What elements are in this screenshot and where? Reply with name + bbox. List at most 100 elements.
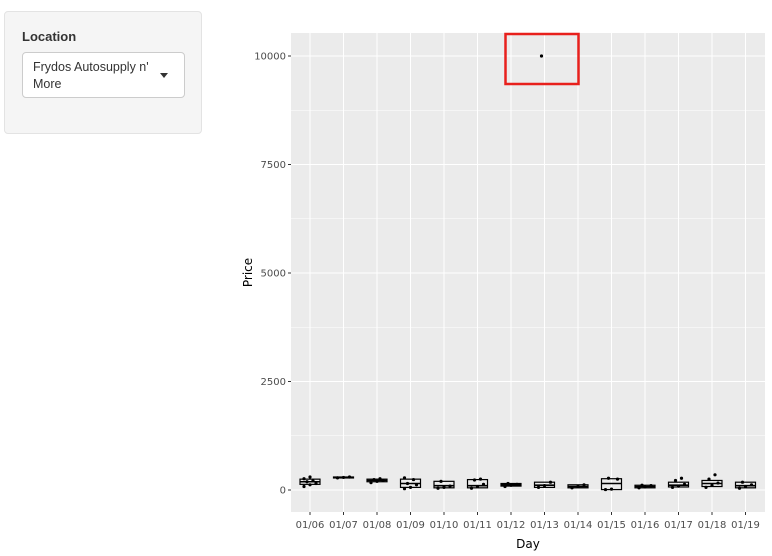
data-point <box>402 487 407 491</box>
data-point <box>411 477 416 482</box>
data-point <box>481 482 486 486</box>
data-point <box>469 486 474 490</box>
x-tick-label: 01/15 <box>597 520 626 531</box>
grid-lines <box>291 33 765 512</box>
data-point <box>372 477 376 482</box>
x-tick-label: 01/13 <box>530 520 559 531</box>
x-tick-label: 01/18 <box>698 520 727 531</box>
data-point <box>640 483 644 487</box>
y-axis: 0 2500 5000 7500 10000 <box>254 52 291 497</box>
data-point <box>405 481 410 486</box>
data-point <box>472 478 477 482</box>
data-point <box>308 475 312 479</box>
data-point <box>576 484 580 489</box>
box-plot-01-09 <box>399 476 422 491</box>
location-select[interactable]: Frydos Autosupply n' More <box>22 52 185 98</box>
x-tick-label: 01/07 <box>329 520 358 531</box>
box-plot-01-17 <box>667 476 690 489</box>
data-point <box>637 486 641 490</box>
box-plot-01-11 <box>466 477 489 490</box>
x-tick-label: 01/19 <box>731 520 760 531</box>
data-point <box>536 485 541 489</box>
data-point <box>375 479 379 483</box>
data-point <box>749 483 754 487</box>
data-point <box>335 476 340 480</box>
x-tick-label: 01/14 <box>564 520 593 531</box>
x-axis-title: Day <box>516 537 540 551</box>
x-axis: 01/06 01/07 01/08 01/09 01/10 01/11 01/12 01/13… <box>296 512 760 531</box>
location-select-value: Frydos Autosupply n' More <box>33 60 149 91</box>
data-point <box>302 484 306 489</box>
data-point <box>402 476 407 480</box>
sidebar-panel: Location Frydos Autosupply n' More <box>4 11 202 134</box>
data-point <box>347 475 352 479</box>
data-point <box>670 485 675 489</box>
data-point <box>381 478 385 483</box>
data-point <box>679 476 684 480</box>
data-point <box>506 481 510 486</box>
data-point <box>704 485 708 489</box>
data-point <box>302 477 306 481</box>
data-point <box>737 486 742 490</box>
box-plot-01-06 <box>299 475 321 489</box>
data-point <box>710 483 714 487</box>
data-point <box>676 484 681 488</box>
box-plot-01-13 <box>533 54 556 489</box>
data-point <box>548 480 553 484</box>
data-point <box>369 481 373 485</box>
data-point <box>442 485 446 489</box>
data-point <box>478 477 483 481</box>
data-point <box>436 486 440 490</box>
data-point <box>570 486 574 490</box>
data-point <box>515 482 519 486</box>
box-plot-01-07 <box>332 475 355 480</box>
x-tick-label: 01/10 <box>430 520 459 531</box>
data-point <box>643 485 647 489</box>
data-point <box>314 481 318 486</box>
y-tick-label: 7500 <box>261 160 286 171</box>
data-point <box>603 487 608 492</box>
y-tick-label: 10000 <box>254 52 286 63</box>
data-point <box>740 480 745 484</box>
box-plot-01-10 <box>433 479 455 490</box>
location-label: Location <box>22 29 77 44</box>
data-point <box>341 475 346 480</box>
x-tick-label: 01/17 <box>664 520 693 531</box>
data-point <box>713 473 717 477</box>
data-point <box>542 484 547 488</box>
data-point <box>609 487 614 491</box>
box-plot-01-08 <box>366 477 388 485</box>
data-point <box>707 477 711 481</box>
highlight-box <box>504 32 580 86</box>
box-plot-01-15 <box>600 476 623 492</box>
data-point <box>716 481 720 485</box>
x-tick-label: 01/09 <box>396 520 425 531</box>
box-plots <box>299 54 757 492</box>
y-tick-label: 0 <box>280 486 286 497</box>
data-point <box>649 484 653 488</box>
x-tick-label: 01/06 <box>296 520 325 531</box>
data-point <box>503 484 507 489</box>
data-point <box>475 484 480 489</box>
data-point <box>606 476 611 480</box>
x-tick-label: 01/16 <box>631 520 660 531</box>
x-tick-label: 01/12 <box>497 520 526 531</box>
data-point <box>311 479 315 483</box>
data-point <box>682 482 687 486</box>
box-plot-01-16 <box>634 483 656 490</box>
data-point <box>582 483 586 487</box>
data-point <box>743 484 748 489</box>
data-point <box>509 483 513 487</box>
data-point <box>539 54 544 58</box>
data-point <box>439 479 443 483</box>
data-point <box>414 483 419 487</box>
box-plot-01-19 <box>734 480 757 490</box>
y-tick-label: 5000 <box>261 269 286 280</box>
y-tick-label: 2500 <box>261 377 286 388</box>
data-point <box>448 484 452 488</box>
box-plot-01-14 <box>567 483 589 490</box>
chevron-down-icon <box>160 73 168 78</box>
data-point <box>378 477 382 481</box>
data-point <box>408 485 413 489</box>
